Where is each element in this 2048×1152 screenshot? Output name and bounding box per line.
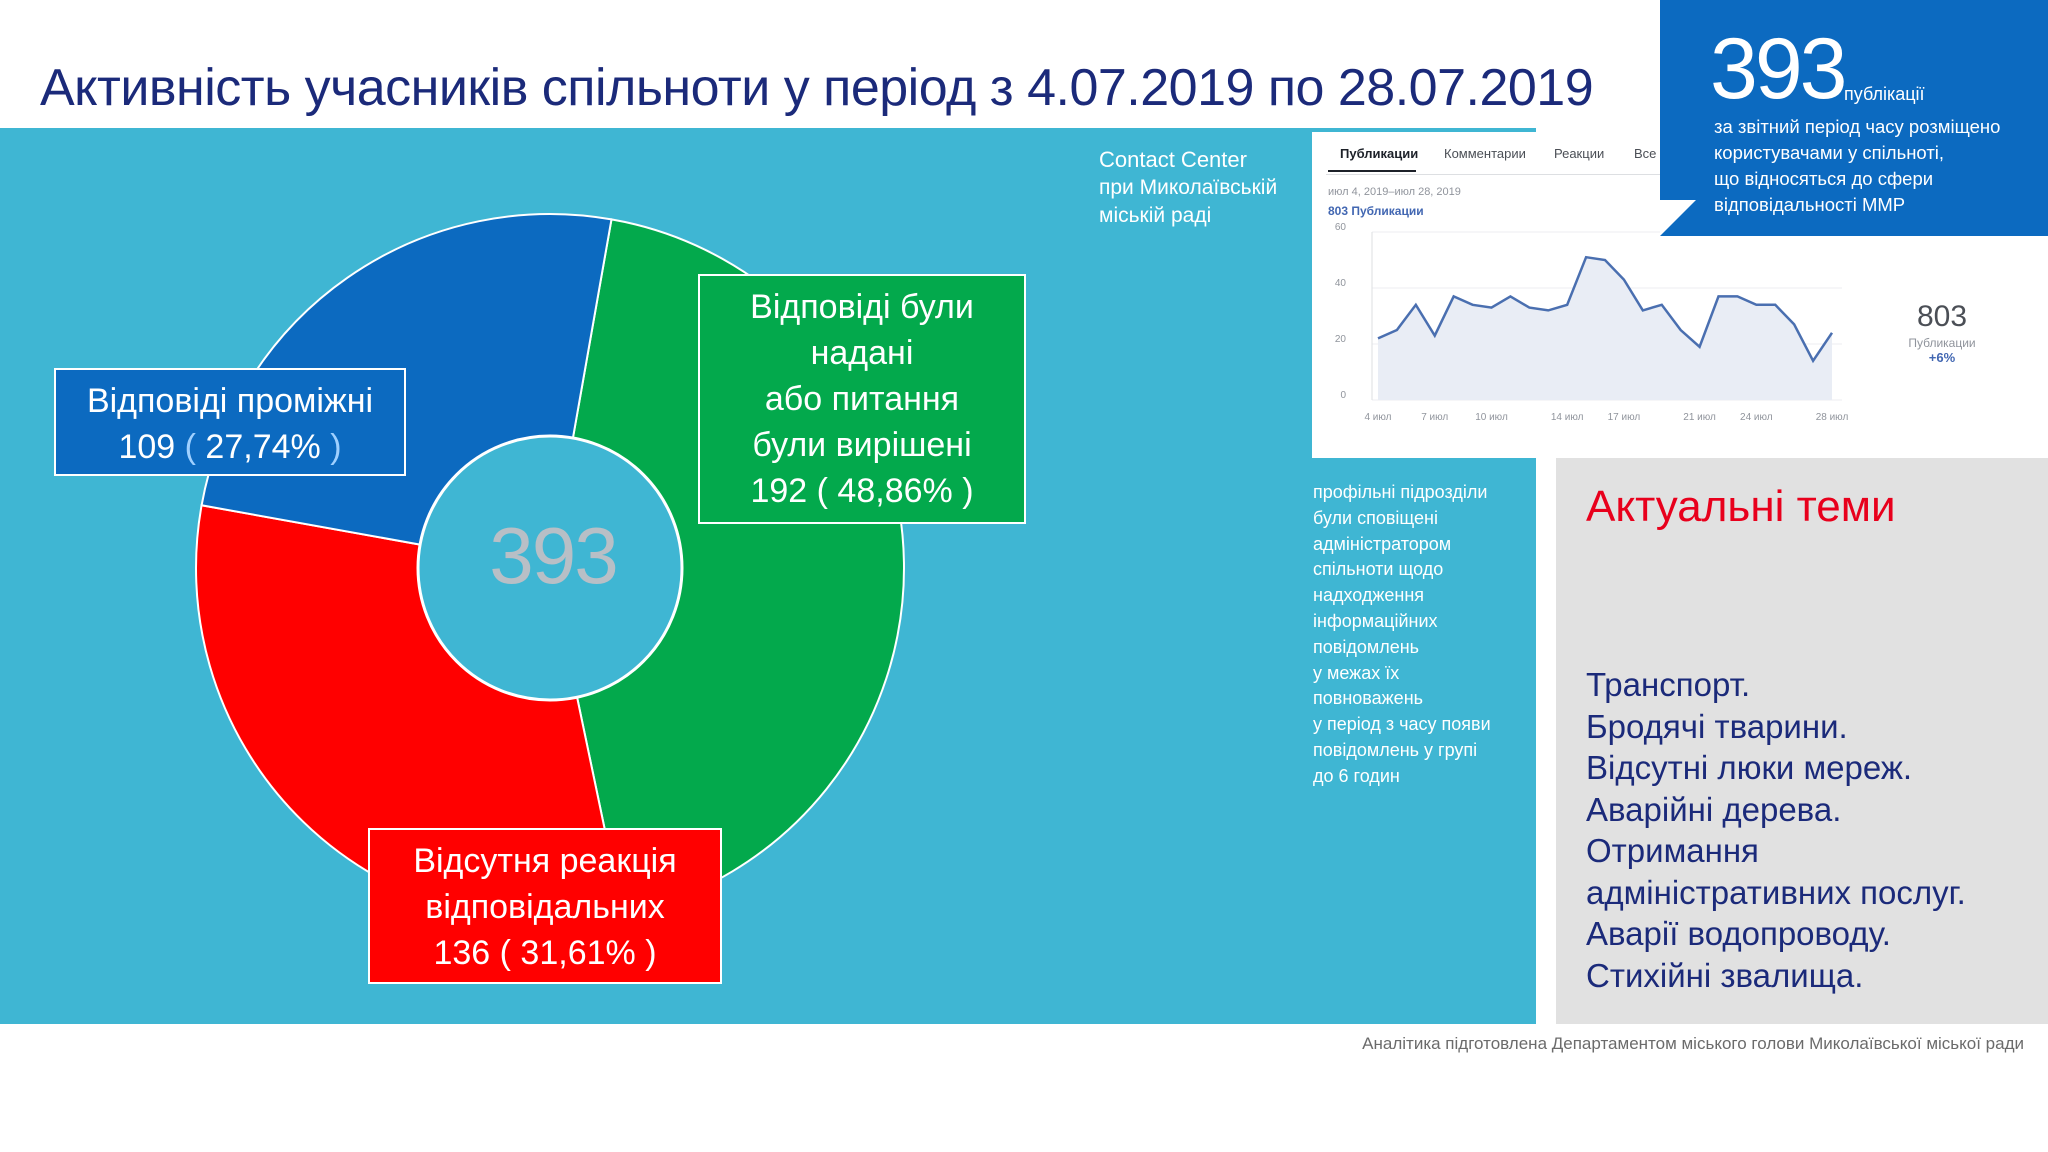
topic-item: Транспорт. xyxy=(1586,666,1751,703)
badge-text-line: відповідальності ММР xyxy=(1714,194,1906,215)
y-tick-label: 40 xyxy=(1335,278,1347,289)
date-range: июл 4, 2019–июл 28, 2019 xyxy=(1328,186,1461,198)
topic-item: Аварійні дерева. xyxy=(1586,790,1842,828)
badge-unit: публікації xyxy=(1844,84,1925,104)
label-intermediate-value: 109 ( 27,74% ) xyxy=(118,428,342,466)
tab-comments[interactable]: Комментарии xyxy=(1444,146,1526,161)
badge-text-line: що відносяться до сфери xyxy=(1714,168,1934,189)
note-line: адміністратором xyxy=(1313,533,1452,554)
tab-publications[interactable]: Публикации xyxy=(1340,146,1419,161)
topic-item: Отримання xyxy=(1586,832,1759,869)
note-line: повноважень xyxy=(1313,688,1424,709)
topic-item: адміністративних послуг. xyxy=(1586,873,1966,911)
topics-title: Актуальні теми xyxy=(1586,482,1896,531)
y-tick-label: 60 xyxy=(1335,222,1347,233)
note-line: спільноти щодо xyxy=(1313,559,1444,580)
label-no-reaction: Відсутня реакція відповідальних 136 ( 31… xyxy=(368,828,722,984)
x-tick-label: 21 июл xyxy=(1683,412,1716,423)
page-title: Активність учасників спільноти у період … xyxy=(40,59,1594,117)
line-chart: 0 20 40 60 4 июл 7 июл 10 июл 14 июл 17 июл 21 ию… xyxy=(1335,222,1849,423)
topic-item: Стихійні звалища. xyxy=(1586,956,1864,994)
x-tick-label: 17 июл xyxy=(1608,412,1641,423)
tab-all[interactable]: Все xyxy=(1634,146,1657,161)
note-line: були сповіщені xyxy=(1313,507,1438,528)
area-fill xyxy=(1378,257,1832,400)
x-tick-label: 28 июл xyxy=(1816,412,1849,423)
note-line: надходження xyxy=(1313,585,1425,606)
contact-center-caption: Contact Center при Миколаївській міській… xyxy=(1099,147,1278,227)
growth-delta: +6% xyxy=(1928,350,1956,365)
topic-item: Бродячі тварини. xyxy=(1586,707,1848,745)
publications-badge: 393 публікації за звітний період часу ро… xyxy=(1660,0,2048,236)
y-tick-label: 20 xyxy=(1335,334,1347,345)
donut-center-total: 393 xyxy=(489,511,618,600)
note-line: профільні підрозділи xyxy=(1313,482,1488,502)
footer-credit: Аналітика підготовлена Департаментом міс… xyxy=(1362,1034,2024,1053)
publications-count: 803 Публикации xyxy=(1328,204,1424,218)
x-tick-label: 14 июл xyxy=(1551,412,1584,423)
donut-chart xyxy=(195,213,905,923)
y-tick-label: 0 xyxy=(1340,390,1346,401)
topics-list: Транспорт. Бродячі тварини. Відсутні люки … xyxy=(1586,664,1966,996)
total-publications-label: Публикации xyxy=(1908,336,1976,350)
topic-item: Відсутні люки мереж. xyxy=(1586,749,1913,786)
note-line: у межах їх xyxy=(1313,662,1400,683)
x-tick-label: 24 июл xyxy=(1740,412,1773,423)
series-line xyxy=(1377,255,1834,364)
label-no-reaction-value: 136 ( 31,61% ) xyxy=(433,934,657,972)
label-resolved-value: 192 ( 48,86% ) xyxy=(750,472,974,510)
x-tick-label: 7 июл xyxy=(1421,412,1448,423)
main-panel xyxy=(0,128,1536,1024)
note-line: повідомлень у групі xyxy=(1313,739,1478,760)
note-line: у період з часу появи xyxy=(1313,714,1491,735)
note-line: повідомлень xyxy=(1313,636,1420,657)
topics-panel: Актуальні теми Транспорт. Бродячі тварини… xyxy=(1556,458,2048,1024)
x-tick-label: 4 июл xyxy=(1364,412,1391,423)
badge-fold-corner xyxy=(1660,200,1696,236)
badge-text-line: за звітний період часу розміщено xyxy=(1714,116,2001,137)
badge-number: 393 xyxy=(1710,21,1847,117)
notification-note: профільні підрозділи були сповіщені адміні… xyxy=(1313,480,1523,790)
active-tab-underline xyxy=(1328,170,1416,172)
label-intermediate-answers: Відповіді проміжні 109 ( 27,74% ) xyxy=(54,368,406,476)
note-line: інформаційних xyxy=(1313,610,1438,631)
note-line: до 6 годин xyxy=(1313,765,1400,786)
label-intermediate-title: Відповіді проміжні xyxy=(86,382,374,420)
badge-text-line: користувачами у спільноті, xyxy=(1714,142,1945,163)
tab-reactions[interactable]: Реакции xyxy=(1554,146,1605,161)
x-tick-label: 10 июл xyxy=(1475,412,1508,423)
badge-description: за звітний період часу розміщено користув… xyxy=(1714,114,2044,218)
topic-item: Аварії водопроводу. xyxy=(1586,915,1891,952)
donut-hole xyxy=(416,434,684,702)
label-resolved-answers: Відповіді були надані або питання були в… xyxy=(698,274,1026,524)
total-publications: 803 xyxy=(1916,300,1968,333)
